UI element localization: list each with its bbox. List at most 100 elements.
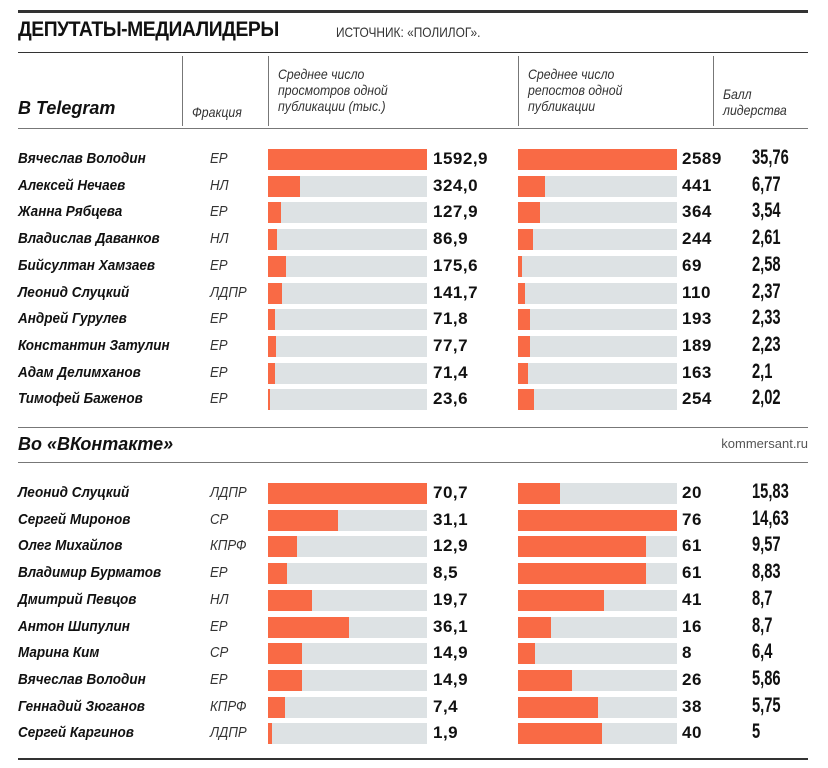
- faction: ЛДПР: [210, 484, 247, 501]
- faction: СР: [210, 510, 229, 528]
- views-value: 127,9: [433, 202, 479, 222]
- faction: ЛДПР: [210, 283, 247, 301]
- reposts-bar-track: [518, 589, 677, 611]
- views-bar-track: [268, 696, 427, 718]
- source-note: ИСТОЧНИК: «ПОЛИЛОГ».: [336, 24, 481, 40]
- reposts-bar-track: [518, 616, 677, 638]
- deputy-name: Вячеслав Володин: [18, 670, 146, 688]
- reposts-value: 364: [682, 202, 712, 222]
- header-faction: Фракция: [192, 104, 242, 120]
- views-bar-track: [268, 362, 427, 384]
- deputy-name: Андрей Гурулев: [18, 310, 127, 328]
- views-value: 19,7: [433, 589, 469, 609]
- views-value: 7,4: [433, 696, 459, 716]
- views-bar: [268, 202, 281, 224]
- reposts-bar: [518, 509, 677, 531]
- top-rule: [18, 10, 808, 13]
- views-value: 1,9: [433, 723, 459, 743]
- leadership-score: 6,77: [752, 172, 781, 196]
- views-bar: [268, 229, 277, 251]
- reposts-bar-track: [518, 389, 677, 411]
- views-value: 31,1: [433, 509, 469, 529]
- reposts-value: 2589: [682, 149, 722, 168]
- reposts-value: 76: [682, 509, 702, 529]
- header-rule: [18, 52, 808, 53]
- views-bar: [268, 509, 338, 531]
- reposts-bar: [518, 229, 533, 251]
- views-bar-track: [268, 483, 427, 504]
- views-bar-track: [268, 563, 427, 585]
- deputy-name: Вячеслав Володин: [18, 150, 146, 167]
- reposts-bar: [518, 362, 528, 384]
- faction: КПРФ: [210, 537, 247, 555]
- reposts-value: 41: [682, 589, 702, 609]
- views-value: 86,9: [433, 229, 469, 249]
- reposts-value: 441: [682, 175, 712, 195]
- views-bar: [268, 362, 276, 384]
- reposts-value: 61: [682, 563, 702, 583]
- reposts-bar: [518, 389, 534, 411]
- section-title-vk: Во «ВКонтакте»: [18, 434, 174, 454]
- faction: КПРФ: [210, 697, 247, 715]
- leadership-score: 2,1: [752, 359, 773, 383]
- deputy-name: Тимофей Баженов: [18, 390, 143, 408]
- faction: ЕР: [210, 363, 228, 381]
- views-bar-track: [268, 202, 427, 224]
- reposts-bar: [518, 149, 677, 170]
- faction: ЕР: [210, 256, 228, 274]
- bottom-rule: [18, 758, 808, 760]
- reposts-bar-track: [518, 362, 677, 384]
- deputy-name: Геннадий Зюганов: [18, 697, 145, 715]
- reposts-value: 40: [682, 723, 702, 743]
- reposts-value: 38: [682, 696, 702, 716]
- section-rule: [18, 462, 808, 463]
- reposts-bar: [518, 669, 573, 691]
- reposts-bar: [518, 723, 602, 745]
- leadership-score: 8,7: [752, 613, 773, 637]
- faction: СР: [210, 644, 229, 662]
- leadership-score: 6,4: [752, 640, 773, 664]
- reposts-bar: [518, 536, 646, 558]
- views-bar: [268, 616, 350, 638]
- views-bar-track: [268, 175, 427, 197]
- views-bar: [268, 282, 283, 304]
- section-title-telegram: В Telegram: [18, 98, 116, 118]
- views-value: 36,1: [433, 616, 469, 636]
- deputy-name: Леонид Слуцкий: [18, 283, 130, 301]
- views-value: 71,8: [433, 309, 469, 329]
- views-bar: [268, 335, 276, 357]
- views-value: 175,6: [433, 255, 479, 275]
- reposts-value: 193: [682, 309, 712, 329]
- reposts-bar: [518, 589, 604, 611]
- views-bar-track: [268, 669, 427, 691]
- divider: [268, 56, 269, 126]
- leadership-score: 2,33: [752, 306, 781, 330]
- deputy-name: Жанна Рябцева: [18, 203, 123, 221]
- reposts-value: 20: [682, 483, 702, 502]
- reposts-value: 8: [682, 643, 692, 663]
- faction: ЕР: [210, 336, 228, 354]
- views-bar: [268, 483, 427, 504]
- reposts-bar-track: [518, 483, 677, 504]
- reposts-bar: [518, 202, 541, 224]
- reposts-bar: [518, 643, 535, 665]
- reposts-bar-track: [518, 229, 677, 251]
- chart-title: ДЕПУТАТЫ-МЕДИАЛИДЕРЫ: [18, 18, 279, 41]
- reposts-bar: [518, 175, 546, 197]
- header-reposts: Среднее число репостов одной публикации: [528, 66, 623, 114]
- faction: ЕР: [210, 617, 228, 635]
- header-score: Балл лидерства: [723, 86, 787, 118]
- reposts-bar-track: [518, 309, 677, 331]
- leadership-score: 9,57: [752, 533, 781, 557]
- views-bar: [268, 696, 285, 718]
- deputy-name: Дмитрий Певцов: [18, 590, 137, 608]
- deputy-name: Алексей Нечаев: [18, 176, 126, 194]
- reposts-bar: [518, 563, 646, 585]
- views-bar: [268, 723, 273, 745]
- reposts-value: 244: [682, 229, 712, 249]
- reposts-value: 26: [682, 669, 702, 689]
- views-bar: [268, 669, 302, 691]
- views-value: 14,9: [433, 643, 469, 663]
- reposts-value: 254: [682, 389, 712, 409]
- leadership-score: 35,76: [752, 146, 789, 169]
